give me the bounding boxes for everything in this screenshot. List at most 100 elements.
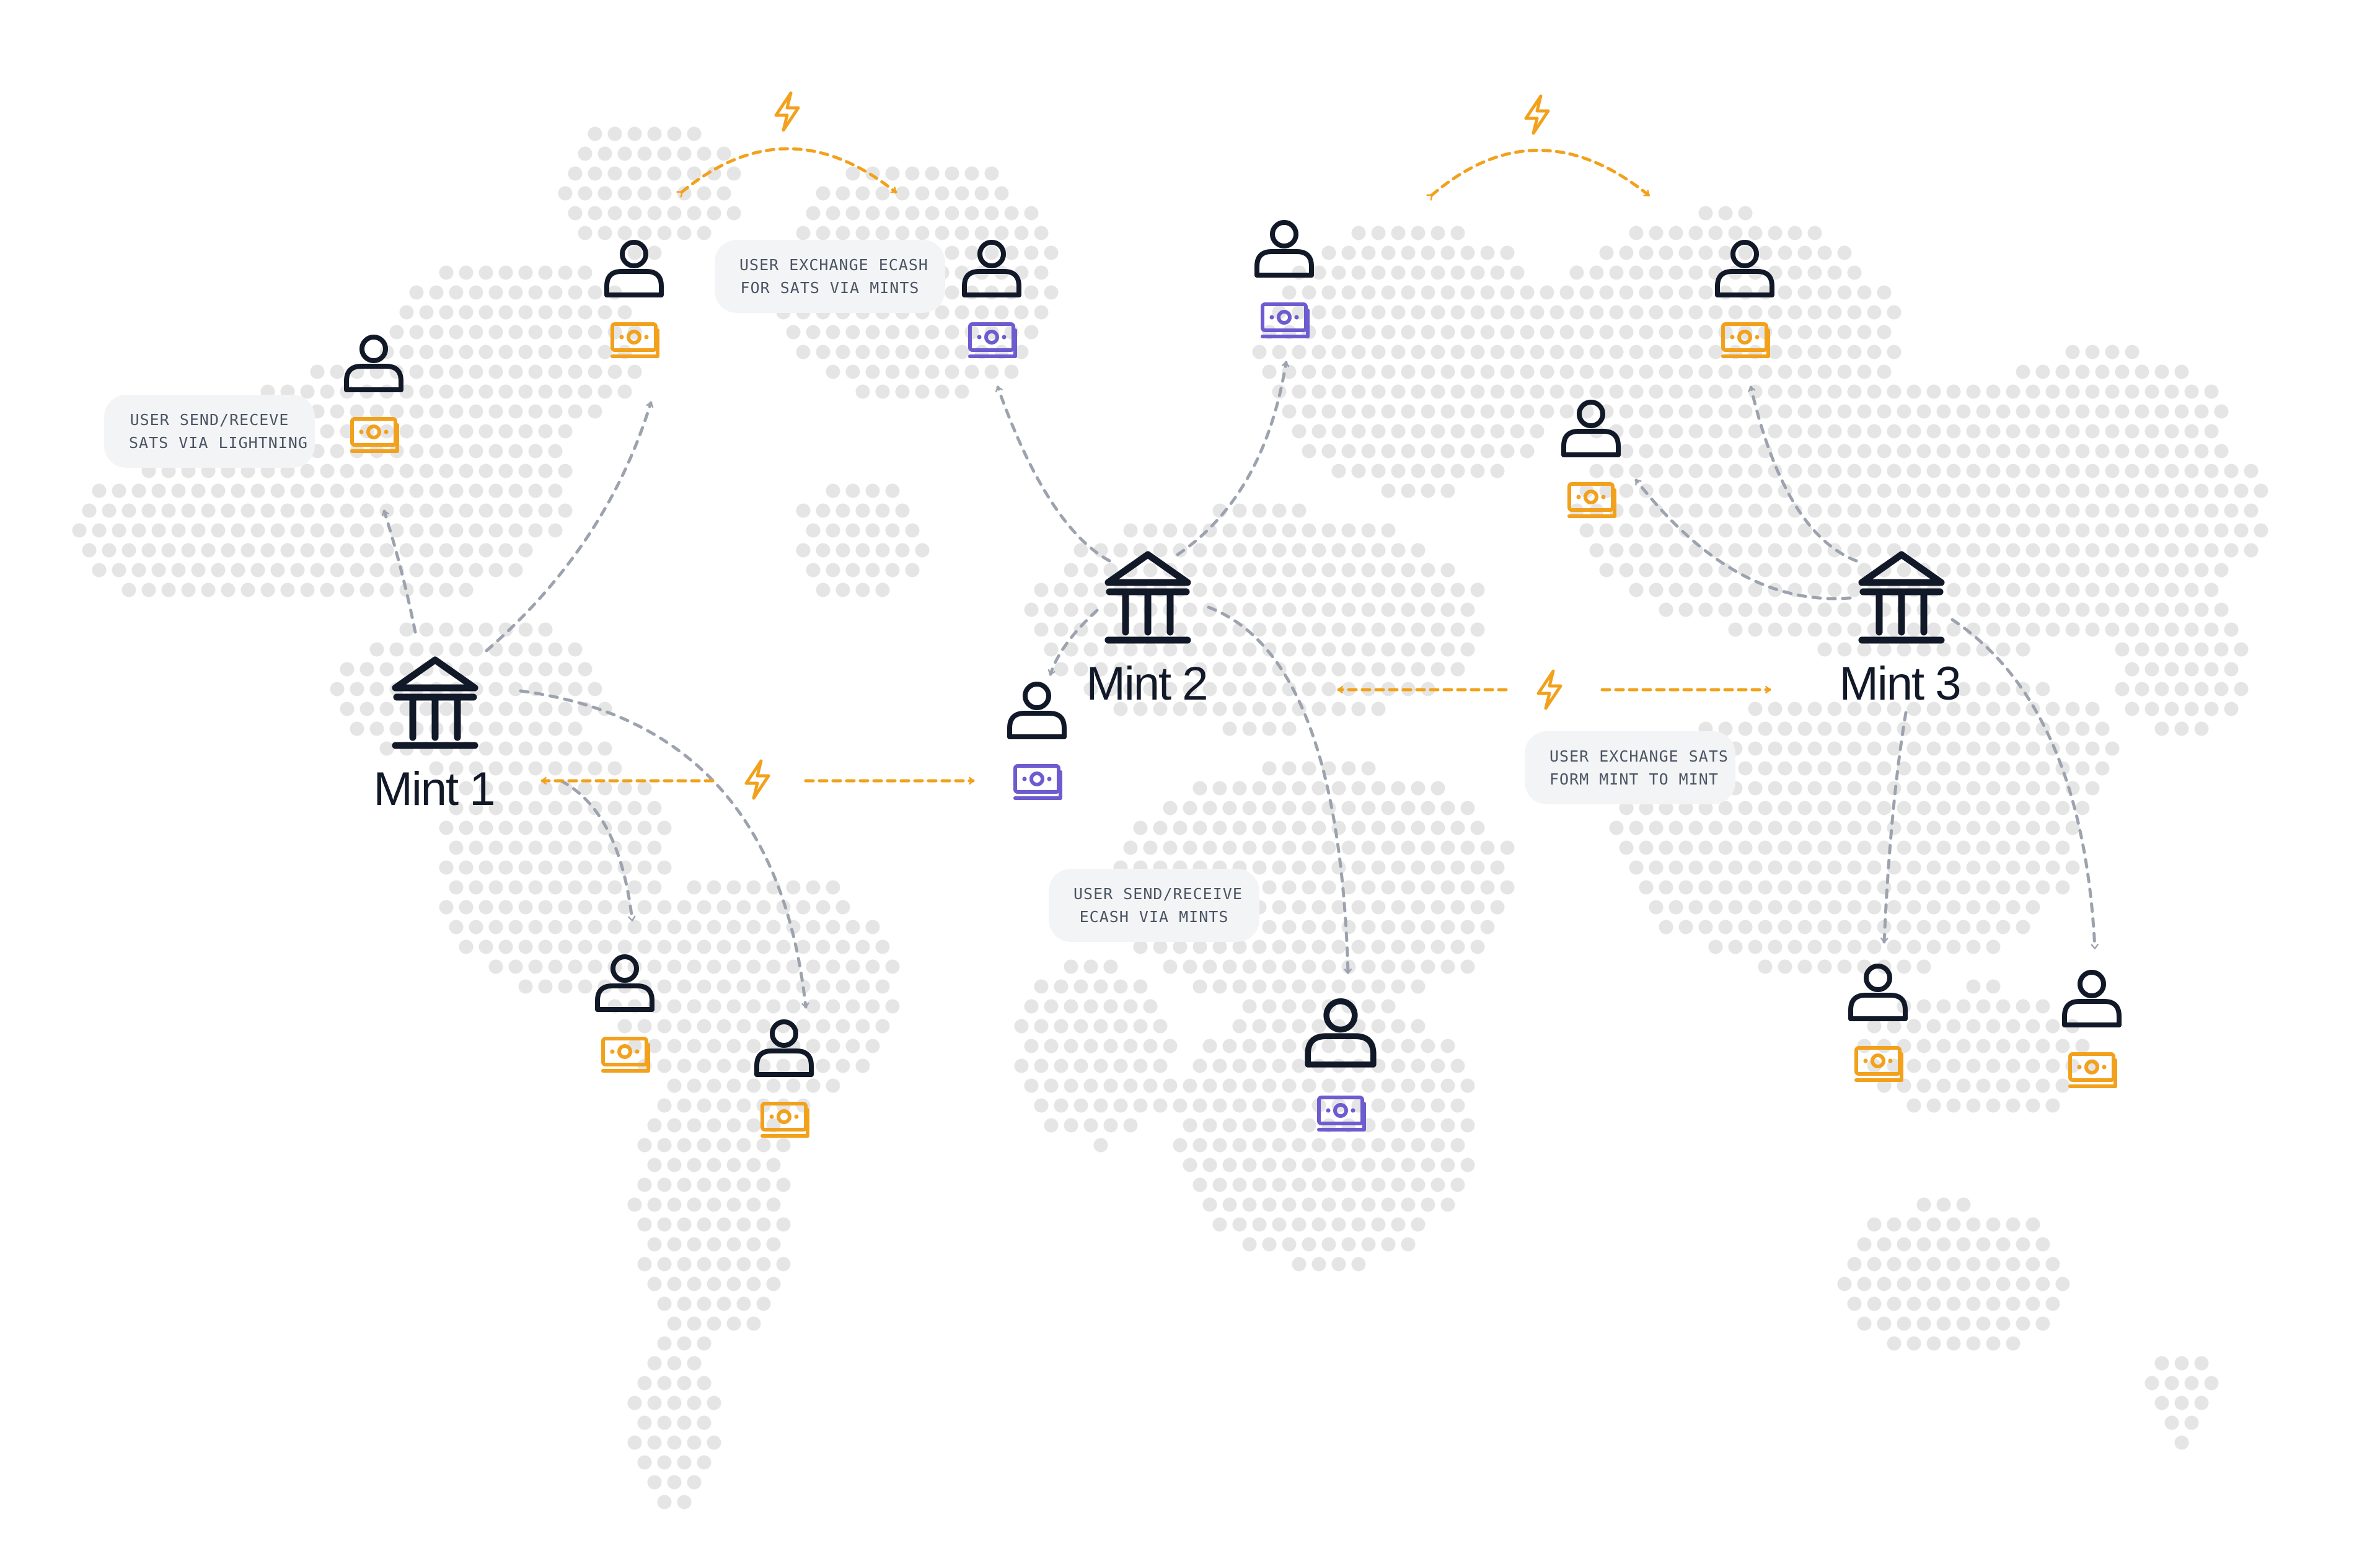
map-dot — [2035, 1237, 2050, 1252]
map-dot — [1827, 900, 1842, 915]
map-dot — [1202, 1197, 1217, 1212]
map-dot — [1222, 721, 1237, 736]
map-dot — [1430, 820, 1445, 835]
map-dot — [1331, 701, 1346, 716]
map-dot — [1956, 721, 1971, 736]
map-dot — [1698, 563, 1713, 578]
map-dot — [2184, 662, 2199, 677]
map-dot — [1906, 1336, 1921, 1351]
map-dot — [925, 364, 940, 379]
map-dot — [1926, 900, 1941, 915]
map-dot — [2055, 1078, 2070, 1093]
map-dot — [2244, 543, 2259, 558]
map-dot — [488, 642, 503, 657]
map-dot — [1331, 464, 1346, 478]
map-dot — [409, 483, 424, 498]
map-dot — [1619, 285, 1634, 300]
map-dot — [1361, 245, 1376, 260]
map-dot — [1440, 880, 1455, 895]
map-dot — [1351, 622, 1366, 637]
map-dot — [459, 305, 474, 320]
map-dot — [2154, 563, 2169, 578]
map-dot — [994, 305, 1009, 320]
map-dot — [1857, 880, 1872, 895]
map-dot — [865, 523, 880, 538]
map-dot — [2115, 642, 2130, 657]
map-dot — [1946, 622, 1961, 637]
map-dot — [469, 880, 483, 895]
map-dot — [1024, 999, 1039, 1014]
map-dot — [1272, 503, 1287, 518]
map-dot — [2095, 523, 2110, 538]
map-dot — [1460, 602, 1475, 617]
map-dot — [1540, 364, 1554, 379]
map-dot — [1202, 959, 1217, 974]
map-dot — [379, 543, 394, 558]
map-dot — [201, 543, 216, 558]
map-dot — [1103, 682, 1118, 697]
map-dot — [508, 721, 523, 736]
map-dot — [1311, 979, 1326, 994]
map-dot — [488, 325, 503, 340]
map-dot — [1133, 1058, 1148, 1073]
map-dot — [1877, 404, 1892, 419]
map-dot — [1966, 939, 1981, 954]
map-dot — [1401, 920, 1416, 934]
map-dot — [409, 523, 424, 538]
map-dot — [1956, 523, 1971, 538]
map-dot — [716, 1217, 731, 1232]
map-dot — [726, 1277, 741, 1291]
map-dot — [905, 364, 920, 379]
map-dot — [1857, 840, 1872, 855]
map-dot — [211, 563, 226, 578]
map-dot — [1768, 781, 1783, 796]
map-dot — [1728, 820, 1743, 835]
map-dot — [637, 1177, 652, 1192]
map-dot — [2016, 483, 2030, 498]
map-dot — [885, 206, 900, 221]
map-dot — [2055, 364, 2070, 379]
map-dot — [1123, 840, 1138, 855]
map-dot — [1351, 701, 1366, 716]
map-dot — [1113, 979, 1128, 994]
map-dot — [498, 543, 513, 558]
map-dot — [1797, 840, 1812, 855]
map-dot — [1014, 226, 1029, 240]
map-dot — [112, 563, 126, 578]
map-dot — [1847, 820, 1862, 835]
map-dot — [2065, 622, 2080, 637]
map-dot — [1976, 483, 1991, 498]
map-dot — [2075, 483, 2090, 498]
map-dot — [2085, 543, 2100, 558]
map-dot — [1976, 880, 1991, 895]
map-dot — [707, 206, 721, 221]
map-dot — [1500, 880, 1515, 895]
map-dot — [508, 523, 523, 538]
map-dot — [1778, 761, 1792, 776]
map-dot — [171, 523, 186, 538]
map-dot — [2025, 1217, 2040, 1232]
map-dot — [1292, 860, 1307, 875]
map-dot — [925, 206, 940, 221]
map-dot — [716, 146, 731, 161]
map-dot — [637, 1376, 652, 1391]
map-dot — [1321, 1237, 1336, 1252]
banknote-icon — [350, 417, 399, 453]
map-dot — [211, 483, 226, 498]
map-dot — [1411, 939, 1426, 954]
map-dot — [1292, 345, 1307, 359]
map-dot — [1807, 424, 1822, 439]
map-dot — [379, 701, 394, 716]
map-dot — [1718, 523, 1733, 538]
map-dot — [1073, 1058, 1088, 1073]
map-dot — [1837, 483, 1852, 498]
map-dot — [1044, 285, 1059, 300]
map-dot — [399, 305, 414, 320]
map-dot — [1956, 404, 1971, 419]
map-dot — [707, 1435, 721, 1450]
map-dot — [1778, 602, 1792, 617]
map-dot — [1926, 1098, 1941, 1113]
map-dot — [359, 543, 374, 558]
map-dot — [647, 1277, 662, 1291]
map-dot — [627, 1197, 642, 1212]
